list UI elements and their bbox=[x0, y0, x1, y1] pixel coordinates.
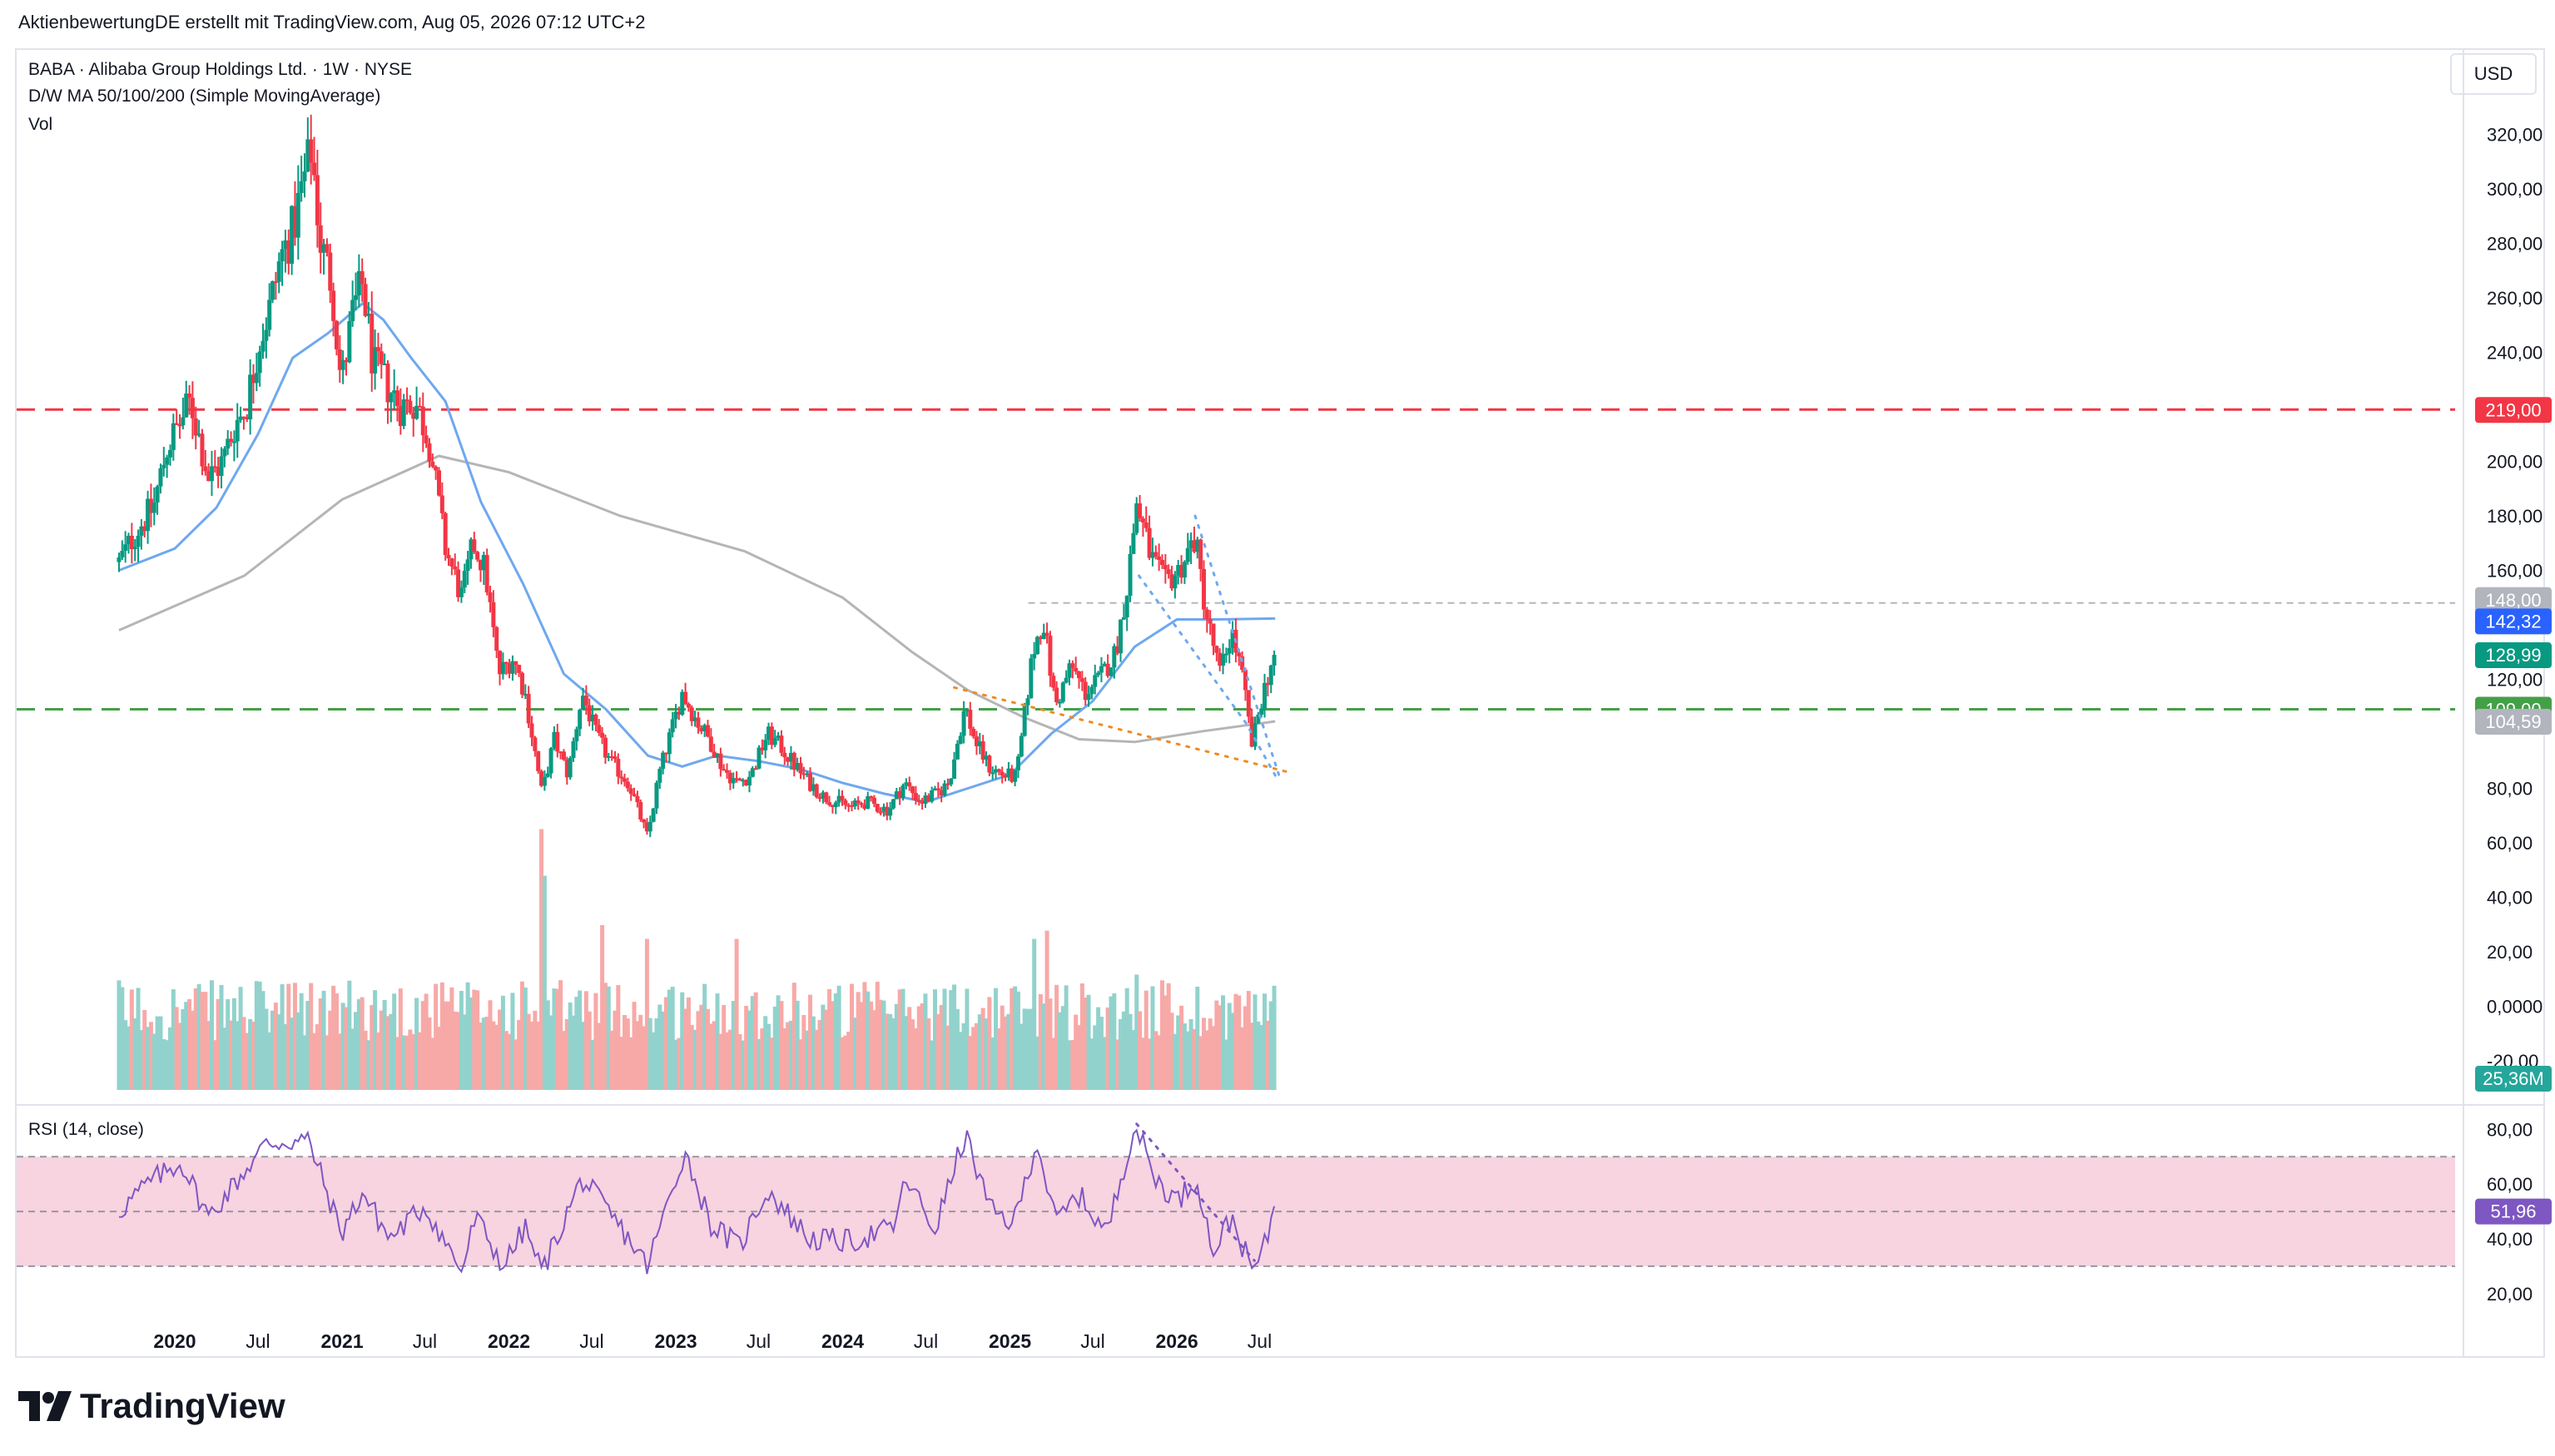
tradingview-logo-icon bbox=[18, 1391, 72, 1421]
currency-button[interactable]: USD bbox=[2450, 53, 2537, 95]
legend-symbol[interactable]: BABA · Alibaba Group Holdings Ltd. · 1W … bbox=[28, 60, 413, 79]
chart-frame bbox=[15, 48, 2545, 1358]
legend-moving-average[interactable]: D/W MA 50/100/200 (Simple MovingAverage) bbox=[28, 87, 381, 106]
brand-name: TradingView bbox=[80, 1386, 285, 1425]
legend-volume[interactable]: Vol bbox=[28, 115, 53, 134]
tradingview-logo[interactable]: TradingView bbox=[18, 1386, 285, 1426]
attribution-text: AktienbewertungDE erstellt mit TradingVi… bbox=[18, 12, 646, 32]
